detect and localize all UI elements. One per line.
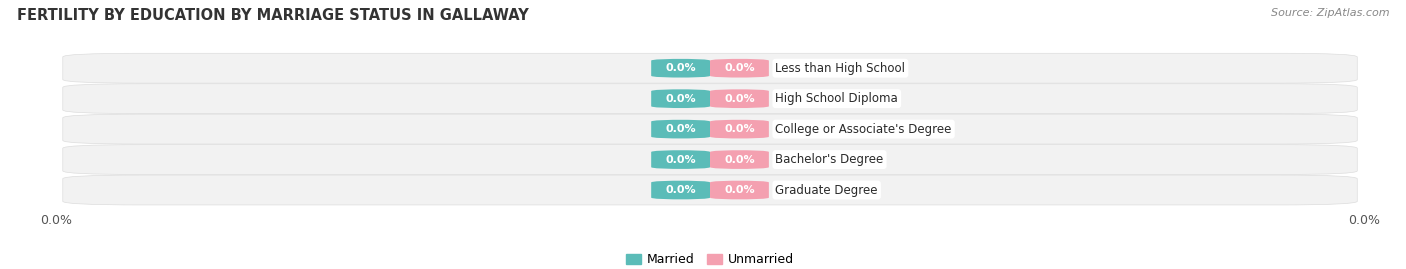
FancyBboxPatch shape	[63, 53, 1357, 83]
FancyBboxPatch shape	[710, 120, 769, 139]
Text: 0.0%: 0.0%	[724, 155, 755, 165]
FancyBboxPatch shape	[63, 175, 1357, 205]
Text: Less than High School: Less than High School	[776, 62, 905, 75]
Text: Graduate Degree: Graduate Degree	[776, 183, 877, 197]
Text: 0.0%: 0.0%	[724, 185, 755, 195]
Text: College or Associate's Degree: College or Associate's Degree	[776, 123, 952, 136]
FancyBboxPatch shape	[63, 145, 1357, 175]
Text: 0.0%: 0.0%	[665, 124, 696, 134]
Text: 0.0%: 0.0%	[724, 94, 755, 104]
Text: 0.0%: 0.0%	[724, 124, 755, 134]
Text: Bachelor's Degree: Bachelor's Degree	[776, 153, 883, 166]
FancyBboxPatch shape	[710, 59, 769, 78]
FancyBboxPatch shape	[63, 84, 1357, 114]
FancyBboxPatch shape	[710, 89, 769, 108]
FancyBboxPatch shape	[651, 120, 710, 139]
Legend: Married, Unmarried: Married, Unmarried	[620, 248, 800, 269]
Text: FERTILITY BY EDUCATION BY MARRIAGE STATUS IN GALLAWAY: FERTILITY BY EDUCATION BY MARRIAGE STATU…	[17, 8, 529, 23]
Text: 0.0%: 0.0%	[665, 155, 696, 165]
Text: 0.0%: 0.0%	[724, 63, 755, 73]
FancyBboxPatch shape	[710, 180, 769, 200]
FancyBboxPatch shape	[651, 180, 710, 200]
FancyBboxPatch shape	[710, 150, 769, 169]
Text: 0.0%: 0.0%	[665, 63, 696, 73]
Text: 0.0%: 0.0%	[665, 185, 696, 195]
FancyBboxPatch shape	[651, 89, 710, 108]
FancyBboxPatch shape	[651, 59, 710, 78]
Text: Source: ZipAtlas.com: Source: ZipAtlas.com	[1271, 8, 1389, 18]
Text: 0.0%: 0.0%	[665, 94, 696, 104]
FancyBboxPatch shape	[651, 150, 710, 169]
FancyBboxPatch shape	[63, 114, 1357, 144]
Text: High School Diploma: High School Diploma	[776, 92, 898, 105]
